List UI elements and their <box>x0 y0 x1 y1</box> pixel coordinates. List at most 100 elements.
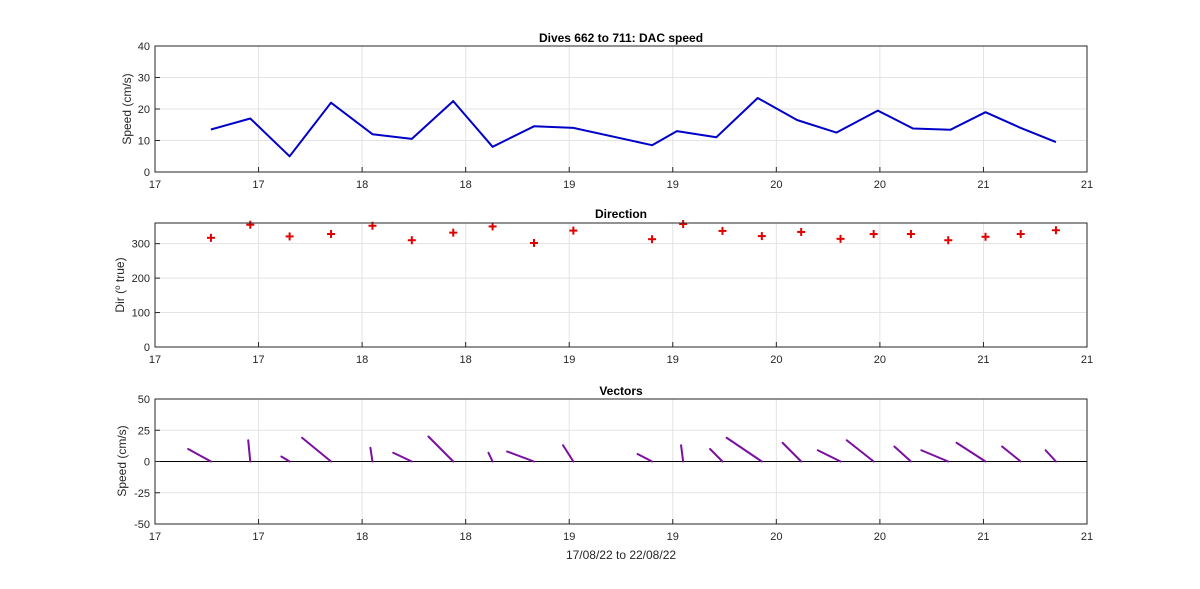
speed-ytick-label: 30 <box>138 73 150 85</box>
vectors-ytick-label: -50 <box>134 519 150 531</box>
speed-ytick-label: 0 <box>144 167 150 179</box>
direction-ytick-label: 300 <box>132 239 150 251</box>
direction-ytick-label: 100 <box>132 308 150 320</box>
vectors-xtick-label: 21 <box>977 531 989 543</box>
direction-point <box>1016 230 1025 239</box>
speed-xtick-label: 21 <box>977 179 989 191</box>
speed-xtick-label: 19 <box>563 179 575 191</box>
direction-point <box>906 230 915 239</box>
direction-point <box>407 236 416 245</box>
speed-xtick-label: 20 <box>874 179 886 191</box>
direction-series <box>206 220 1060 247</box>
vector-segment <box>955 441 987 463</box>
vectors-ylabel: Speed (cm/s) <box>115 425 129 496</box>
direction-title: Direction <box>595 207 647 221</box>
vectors-ytick-label: 0 <box>144 457 150 469</box>
vectors-xtick-label: 20 <box>874 531 886 543</box>
direction-axes-box <box>154 222 1088 348</box>
speed-xtick-label: 21 <box>1081 179 1093 191</box>
direction-ytick-label: 200 <box>132 273 150 285</box>
speed-xtick-label: 19 <box>667 179 679 191</box>
speed-xtick-label: 18 <box>460 179 472 191</box>
direction-ticks: 17 17 18 18 19 19 20 20 21 21 0 100 200 300 <box>132 239 1093 366</box>
speed-ytick-label: 40 <box>138 41 150 53</box>
speed-ytick-label: 10 <box>138 136 150 148</box>
vector-segment <box>636 453 654 463</box>
vector-segment <box>920 449 950 463</box>
speed-xtick-label: 18 <box>356 179 368 191</box>
vectors-series <box>155 435 1087 463</box>
direction-ylabel: Dir (o true) <box>113 257 128 312</box>
speed-line <box>210 97 1057 158</box>
direction-plot-area <box>155 223 1087 347</box>
vector-segment <box>845 439 875 463</box>
direction-point <box>981 232 990 241</box>
direction-xtick-label: 18 <box>356 354 368 366</box>
vector-segment <box>247 439 252 463</box>
vectors-xtick-label: 21 <box>1081 531 1093 543</box>
vector-segment <box>506 450 536 463</box>
vectors-xtick-label: 18 <box>460 531 472 543</box>
speed-ticks: 17 17 18 18 19 19 20 20 21 21 0 10 20 30 40 <box>138 41 1093 191</box>
direction-xtick-label: 21 <box>1081 354 1093 366</box>
speed-panel: 17 17 18 18 19 19 20 20 21 21 0 10 20 30 40 Dives 662 … <box>120 31 1093 191</box>
speed-series <box>210 97 1057 158</box>
vector-segment <box>680 444 685 463</box>
direction-point <box>797 227 806 236</box>
speed-xtick-label: 17 <box>252 179 264 191</box>
vector-segment <box>187 448 212 463</box>
vector-segment <box>562 444 575 463</box>
direction-xtick-label: 20 <box>874 354 886 366</box>
direction-point <box>449 228 458 237</box>
direction-xtick-label: 18 <box>460 354 472 366</box>
vector-segment <box>1044 449 1057 463</box>
vectors-ytick-label: 50 <box>138 394 150 406</box>
vector-segment <box>427 435 455 463</box>
direction-point <box>1051 226 1060 235</box>
direction-point <box>836 234 845 243</box>
vectors-ytick-label: -25 <box>134 488 150 500</box>
direction-xtick-label: 17 <box>252 354 264 366</box>
vector-segment <box>280 455 291 463</box>
vectors-xtick-label: 17 <box>149 531 161 543</box>
speed-ytick-label: 20 <box>138 104 150 116</box>
direction-point <box>246 220 255 229</box>
direction-ytick-label: 0 <box>144 342 150 354</box>
vector-segment <box>816 449 842 463</box>
direction-xtick-label: 20 <box>770 354 782 366</box>
direction-point <box>679 220 688 229</box>
speed-xtick-label: 17 <box>149 179 161 191</box>
vector-segment <box>781 441 803 463</box>
direction-panel: 17 17 18 18 19 19 20 20 21 21 0 100 200 300 Direction… <box>113 207 1094 366</box>
vector-segment <box>392 451 413 463</box>
vector-segment <box>301 436 333 463</box>
speed-xtick-label: 20 <box>770 179 782 191</box>
direction-xtick-label: 21 <box>977 354 989 366</box>
direction-point <box>869 230 878 239</box>
x-axis-label: 17/08/22 to 22/08/22 <box>566 548 676 562</box>
direction-point <box>944 236 953 245</box>
direction-point <box>718 226 727 235</box>
vector-segment <box>893 445 912 463</box>
vectors-xtick-label: 20 <box>770 531 782 543</box>
vectors-title: Vectors <box>599 384 643 398</box>
direction-point <box>569 226 578 235</box>
vectors-ytick-label: 25 <box>138 425 150 437</box>
speed-ylabel: Speed (cm/s) <box>120 73 134 144</box>
direction-point <box>327 230 336 239</box>
direction-point <box>488 222 497 231</box>
direction-xtick-label: 19 <box>563 354 575 366</box>
vector-segment <box>725 436 763 463</box>
direction-point <box>648 235 657 244</box>
vectors-ticks: 17 17 18 18 19 19 20 20 21 21 -50 -25 0 25 50 <box>134 394 1093 543</box>
vectors-xtick-label: 19 <box>563 531 575 543</box>
vector-segment <box>709 448 724 463</box>
direction-point <box>285 232 294 241</box>
direction-point <box>530 238 539 247</box>
vectors-xtick-label: 18 <box>356 531 368 543</box>
vector-segment <box>1001 445 1022 463</box>
vectors-xtick-label: 17 <box>252 531 264 543</box>
vectors-xtick-label: 19 <box>667 531 679 543</box>
